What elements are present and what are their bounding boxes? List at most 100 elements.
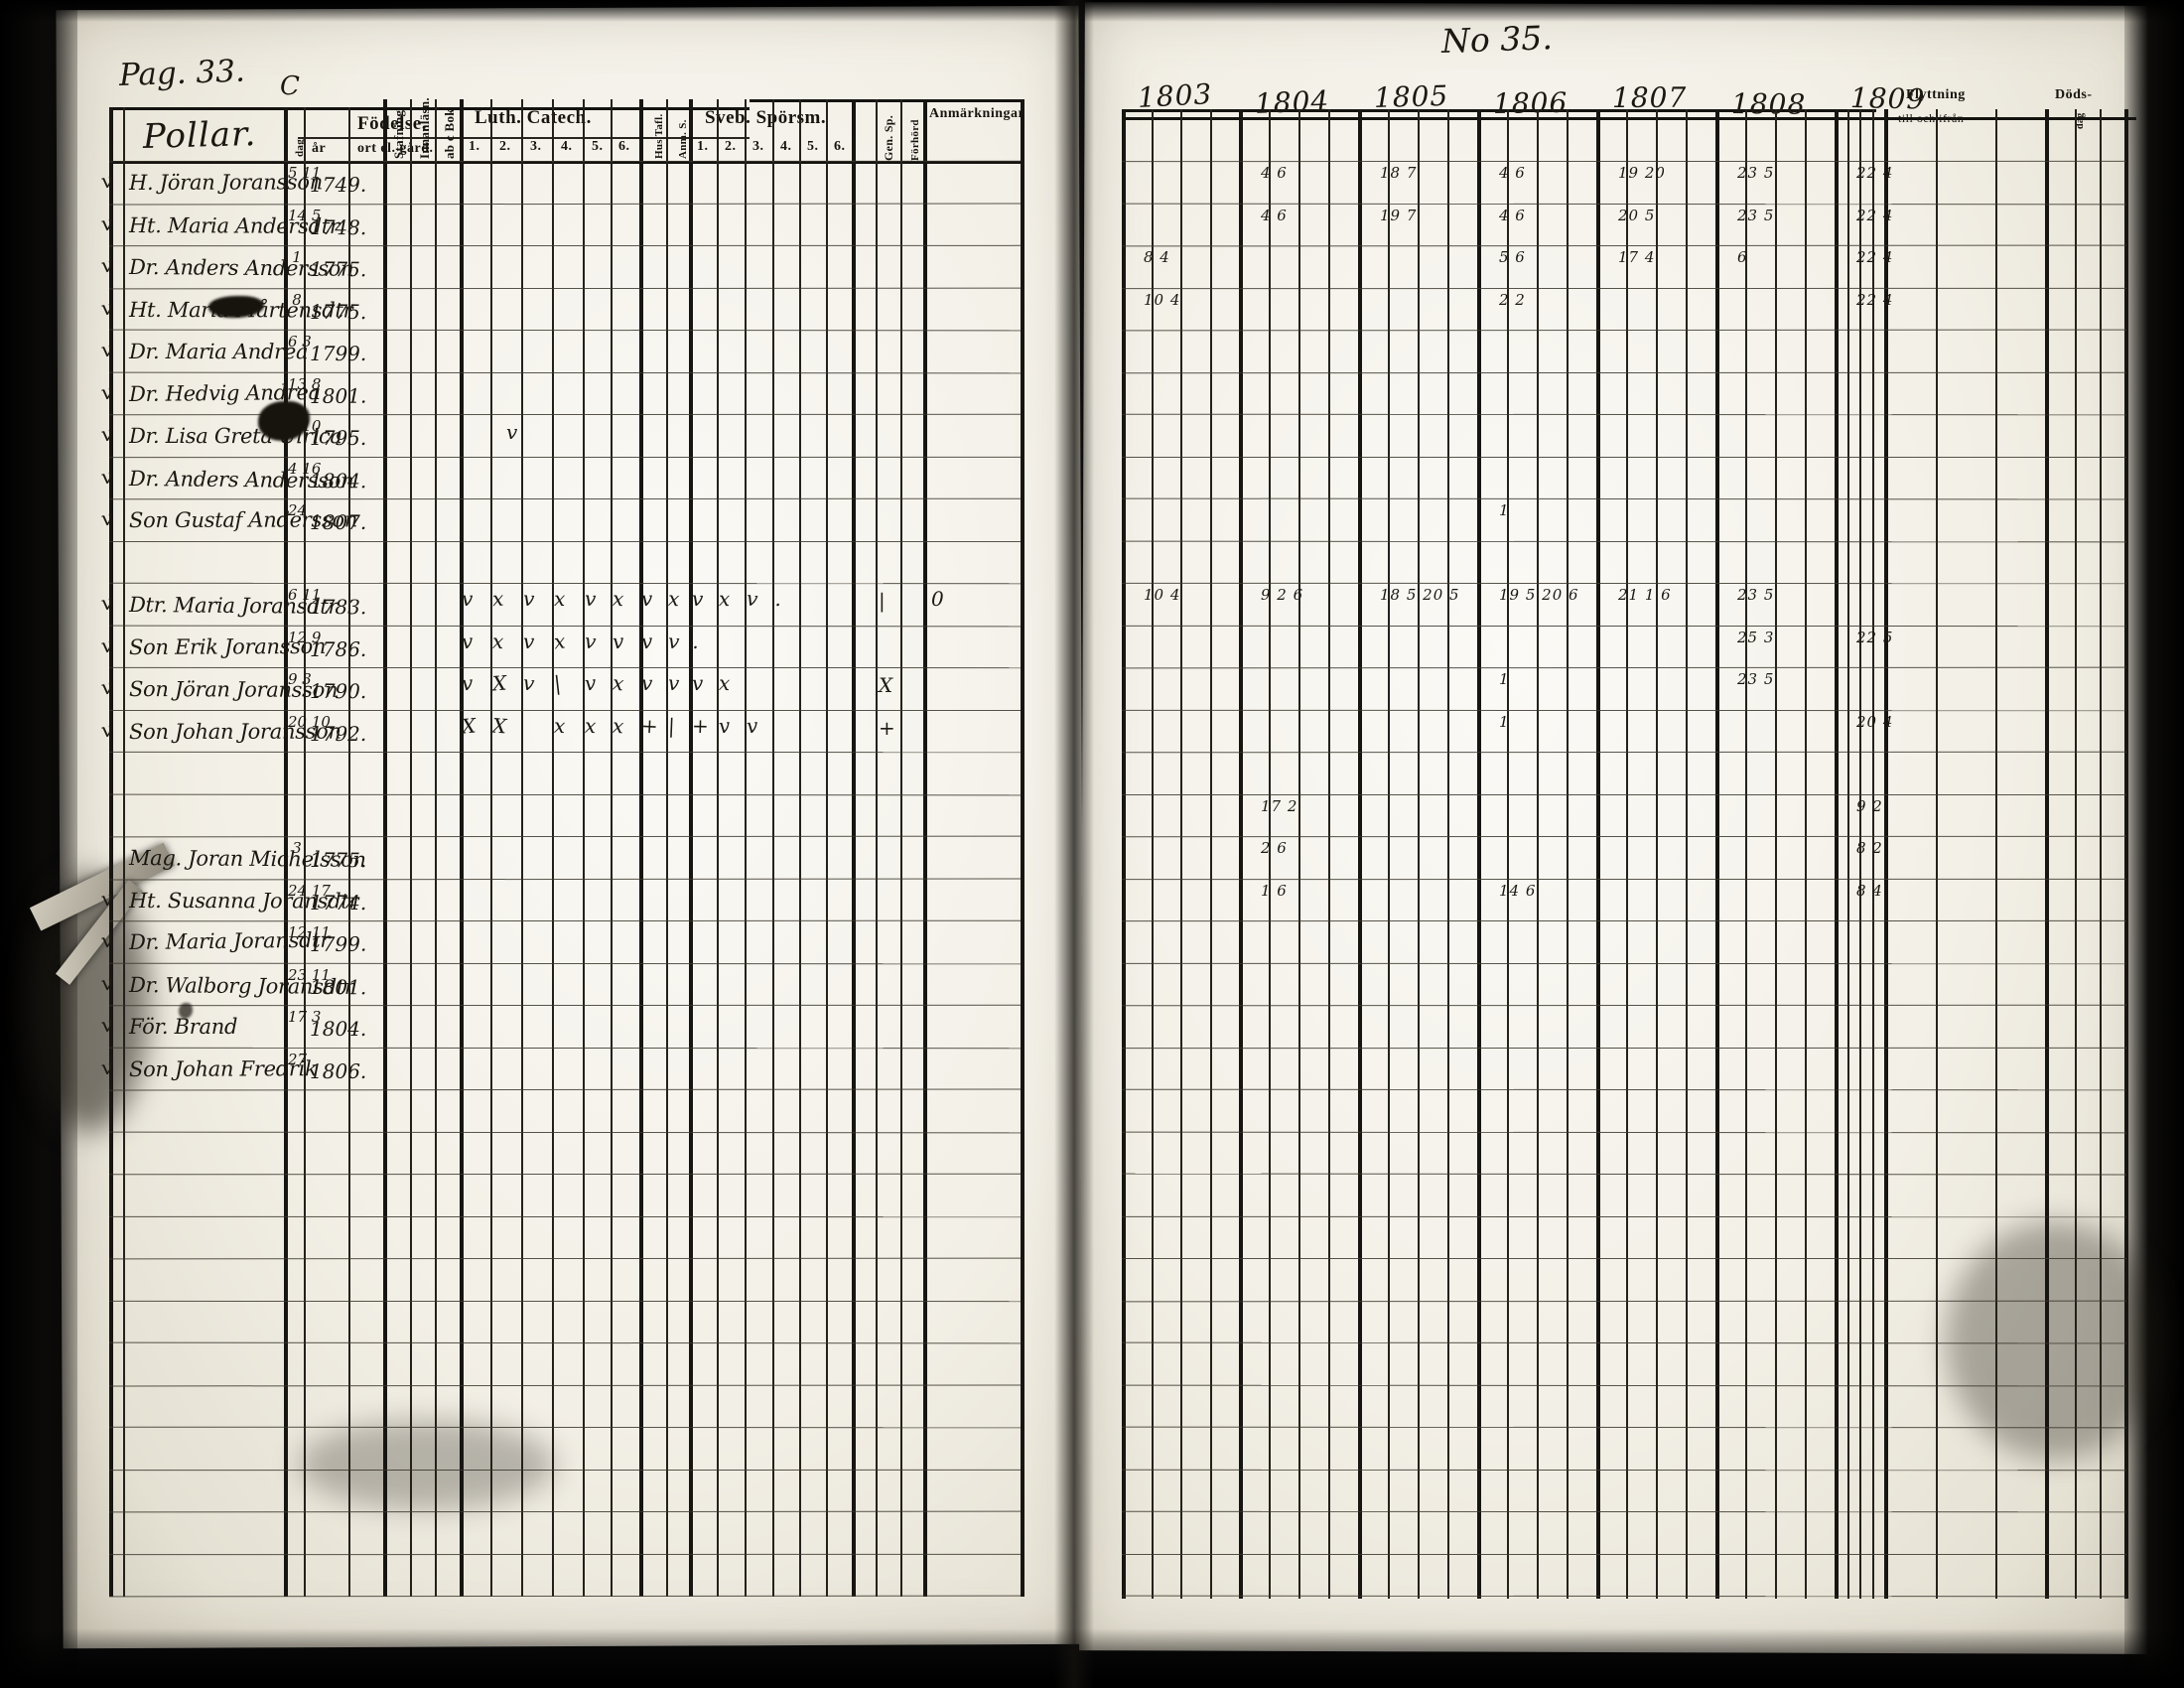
row-rule (109, 456, 1021, 457)
year-column-rule (1686, 109, 1688, 1599)
column-rule (123, 107, 125, 1597)
row-rule (109, 1300, 1021, 1301)
catechism-check-mark: x (667, 587, 680, 612)
year-entry-value: 25 3 (1737, 629, 1777, 646)
birth-year-entry: 1783. (310, 595, 366, 619)
header-flyttning-sub: till och ifrån (1898, 111, 1964, 126)
catechism-check-mark: x (553, 629, 567, 653)
birth-year-entry: 1799. (310, 342, 366, 365)
header-sveb-2: 2. (725, 139, 737, 155)
year-column-rule (1328, 109, 1330, 1599)
column-rule-innanlasn (435, 99, 437, 1597)
row-rule (1122, 583, 2126, 584)
row-rule (1122, 1596, 2126, 1598)
row-rule (1122, 161, 2126, 162)
year-column-header: 1803 (1137, 77, 1213, 114)
page-number-annotation: Pag. 33. (118, 54, 245, 93)
entry-number-annotation: No 35. (1440, 18, 1553, 61)
year-column-rule (1447, 109, 1449, 1599)
year-entry-value: 1 (1499, 713, 1539, 731)
catechism-check-mark: v (692, 671, 704, 695)
catechism-check-mark: + (692, 713, 709, 737)
row-rule (1122, 709, 2126, 710)
year-column-rule (1626, 109, 1628, 1599)
year-entry-value: 19 20 (1618, 164, 1658, 182)
row-rule (109, 1384, 1021, 1386)
header-luth-5: 5. (592, 139, 604, 155)
year-column-rule (1656, 109, 1658, 1599)
row-rule (1122, 1342, 2126, 1344)
catechism-check-mark: X (491, 671, 507, 696)
year-entry-value: 8 4 (1144, 248, 1183, 266)
year-entry-value: 6 (1737, 248, 1777, 266)
catechism-check-mark: X (461, 713, 477, 738)
catechism-check-mark: x (612, 670, 625, 695)
farm-heading: Pollar. (142, 114, 256, 157)
birth-year-entry: 1804. (310, 469, 366, 492)
header-flyttning: Flyttning (1906, 87, 1966, 103)
birth-day-month-entry: 17 3 (288, 1009, 306, 1026)
year-entry-value: 22 4 (1856, 207, 1896, 224)
year-entry-value: 22 4 (1856, 164, 1896, 182)
column-rule-gensp (876, 99, 878, 1597)
catechism-check-mark: X (491, 713, 507, 738)
birth-day-month-entry: 6 11 (288, 587, 306, 604)
year-entry-value: 2 2 (1499, 291, 1539, 309)
year-column-rule (1715, 109, 1719, 1599)
catechism-check-mark: v (746, 713, 758, 738)
header-innanlasning: Innanläsn. (417, 97, 433, 159)
birth-day-month-entry: 3 (288, 840, 306, 857)
birth-day-month-entry: 24 17 (288, 883, 306, 900)
column-rule-sveb3 (772, 99, 774, 1597)
birth-year-entry: 1801. (310, 975, 366, 999)
header-sveb-6: 6. (834, 139, 846, 155)
header-luth-6: 6. (618, 139, 630, 155)
year-column-rule (1596, 109, 1600, 1599)
column-rule-luth6 (639, 99, 643, 1597)
year-column-header: 1805 (1374, 79, 1449, 114)
catechism-check-mark: . (691, 629, 699, 652)
year-entry-value: 8 2 (1856, 839, 1896, 857)
header-luth-4: 4. (561, 139, 573, 155)
birth-year-entry: 1792. (310, 721, 366, 745)
year-column-rule (2045, 109, 2049, 1599)
year-entry-value: 19 7 (1380, 207, 1420, 224)
row-rule (109, 287, 1021, 289)
header-ar: år (312, 141, 326, 157)
year-entry-value: 22 4 (1856, 248, 1896, 266)
header-forhord: Förhörd (909, 119, 921, 161)
catechism-check-mark: | (553, 671, 562, 696)
row-rule (109, 1047, 1021, 1048)
birth-day-month-entry: 20 10 (288, 714, 306, 731)
row-rule (1122, 625, 2126, 626)
catechism-check-mark: v (523, 629, 535, 652)
year-entry-value: 4 6 (1499, 164, 1539, 182)
year-entry-value: 1 (1499, 670, 1539, 688)
year-entry-value: 23 5 (1737, 586, 1777, 604)
year-column-rule (1122, 109, 1126, 1599)
year-column-header: 1804 (1254, 84, 1330, 120)
header-sveb-4: 4. (780, 139, 792, 155)
row-rule (109, 203, 1021, 205)
catechism-check-mark: x (719, 671, 731, 695)
header-sveb-sporsm: Sveb. Spörsm. (705, 107, 826, 129)
year-column-rule (1239, 109, 1243, 1599)
row-rule (1122, 371, 2126, 372)
scanned-page-image: Pag. 33. C Födelse. år ort el. gård. dag… (0, 0, 2184, 1688)
catechism-check-mark: x (612, 713, 624, 738)
row-rule (109, 1342, 1021, 1344)
row-rule (109, 330, 1021, 332)
catechism-check-mark: v (585, 587, 597, 611)
catechism-check-mark: v (667, 671, 680, 696)
row-rule (1122, 1047, 2126, 1048)
table-right-border (1021, 99, 1024, 1597)
birth-day-month-entry: 5 11 (288, 165, 306, 182)
header-luth-3: 3. (530, 139, 542, 155)
column-rule (109, 107, 113, 1597)
column-rule-luth1 (490, 99, 492, 1597)
year-column-rule (1537, 109, 1539, 1599)
row-rule (109, 625, 1021, 627)
row-rule (1122, 1384, 2126, 1386)
row-rule (1122, 1174, 2126, 1176)
row-rule (109, 583, 1021, 584)
